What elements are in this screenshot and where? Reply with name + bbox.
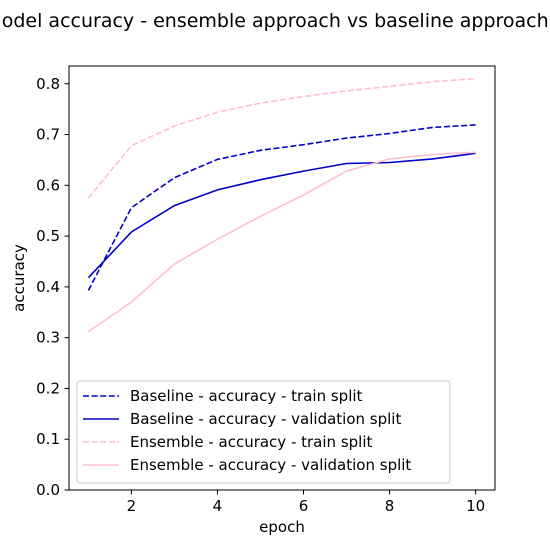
y-tick-label: 0.4	[36, 278, 60, 296]
legend-label-3: Ensemble - accuracy - train split	[130, 433, 372, 451]
x-axis-label: epoch	[259, 518, 305, 536]
y-tick-label: 0.0	[36, 481, 60, 499]
x-tick-label: 2	[127, 497, 137, 515]
y-tick-label: 0.8	[36, 75, 60, 93]
y-tick-label: 0.3	[36, 329, 60, 347]
y-tick-label: 0.1	[36, 430, 60, 448]
x-axis: 2 4 6 8 10	[127, 490, 485, 515]
legend-label-1: Baseline - accuracy - train split	[130, 387, 363, 405]
x-tick-label: 8	[385, 497, 395, 515]
series-line-1	[87, 124, 476, 291]
legend-box	[76, 380, 451, 484]
legend-label-2: Baseline - accuracy - validation split	[130, 410, 401, 428]
plot-area	[87, 77, 476, 333]
series-line-2	[87, 152, 476, 279]
y-axis-label: accuracy	[10, 244, 28, 312]
y-tick-label: 0.2	[36, 379, 60, 397]
legend-label-4: Ensemble - accuracy - validation split	[130, 456, 411, 474]
series-line-3	[87, 77, 476, 199]
y-tick-label: 0.7	[36, 126, 60, 144]
y-tick-label: 0.6	[36, 176, 60, 194]
plot-frame	[68, 65, 496, 491]
y-axis: 0.0 0.1 0.2 0.3 0.4 0.5 0.6 0.7 0.8	[36, 75, 69, 499]
series-line-4	[87, 151, 476, 333]
chart-title: Model accuracy - ensemble approach vs ba…	[0, 10, 549, 32]
x-tick-label: 6	[299, 497, 309, 515]
x-tick-label: 4	[213, 497, 223, 515]
y-tick-label: 0.5	[36, 227, 60, 245]
x-tick-label: 10	[466, 497, 485, 515]
legend: Baseline - accuracy - train split Baselin…	[76, 380, 451, 484]
